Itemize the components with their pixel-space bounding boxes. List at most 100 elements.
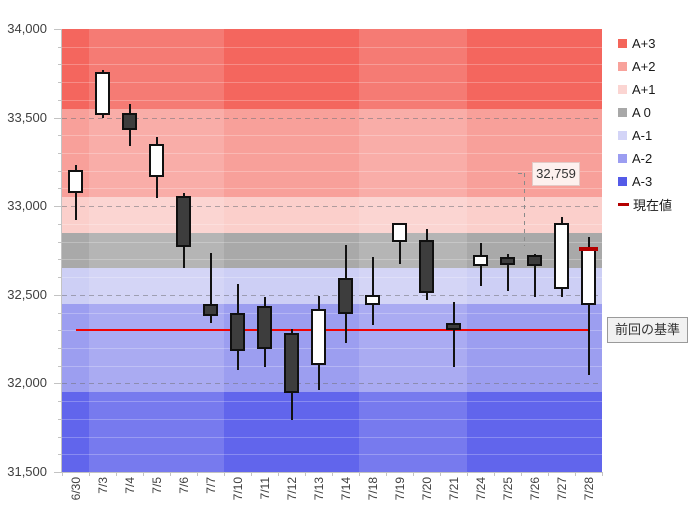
x-axis-label: 6/30 xyxy=(68,477,83,501)
minor-gridline xyxy=(62,259,602,261)
baseline-label: 前回の基準 xyxy=(607,317,688,343)
minor-gridline xyxy=(62,153,602,155)
candle-wick-6/30 xyxy=(74,165,77,221)
y-axis-label: 32,000 xyxy=(7,375,47,391)
x-tick xyxy=(278,472,279,476)
annotation-connector xyxy=(524,173,525,246)
candle-wick-7/18 xyxy=(371,256,374,325)
x-tick xyxy=(440,472,441,476)
major-gridline xyxy=(62,206,602,208)
minor-gridline xyxy=(62,347,602,349)
legend-swatch-icon xyxy=(618,154,627,163)
y-minor-tick xyxy=(58,312,61,314)
x-axis-label: 7/3 xyxy=(95,477,110,494)
legend-item-A+3: A+3 xyxy=(618,32,672,55)
y-minor-tick xyxy=(58,330,61,332)
candle-wick-7/21 xyxy=(452,301,455,368)
x-axis-label: 7/14 xyxy=(338,477,353,501)
band-a-3 xyxy=(62,392,602,472)
band-a-2 xyxy=(62,303,602,393)
x-axis-label: 7/18 xyxy=(365,477,380,501)
y-minor-tick xyxy=(58,401,61,403)
x-axis-label: 7/12 xyxy=(284,477,299,501)
legend-label: A+2 xyxy=(632,59,656,74)
y-minor-tick xyxy=(58,170,61,172)
legend-swatch-icon xyxy=(618,85,627,94)
y-major-tick xyxy=(54,472,61,473)
minor-gridline xyxy=(62,277,602,279)
candle-body-6/30 xyxy=(68,169,83,193)
x-axis-label: 7/4 xyxy=(122,477,137,494)
band-a+3 xyxy=(62,29,602,109)
legend-swatch-icon xyxy=(618,108,627,117)
legend-label: A-1 xyxy=(632,128,653,143)
x-axis-label: 7/19 xyxy=(392,477,407,501)
y-minor-tick xyxy=(58,223,61,225)
candle-body-7/19 xyxy=(392,223,407,242)
x-tick xyxy=(305,472,306,476)
y-minor-tick xyxy=(58,188,61,190)
candle-body-7/6 xyxy=(176,195,191,247)
minor-gridline xyxy=(62,170,602,172)
y-minor-tick xyxy=(58,259,61,261)
current-value-dash-icon xyxy=(618,203,629,206)
y-axis-label: 31,500 xyxy=(7,464,47,479)
week-stripe xyxy=(89,29,224,472)
y-minor-tick xyxy=(58,99,61,101)
x-axis-label: 7/26 xyxy=(527,477,542,501)
x-tick xyxy=(602,472,603,476)
y-major-tick xyxy=(54,29,61,30)
x-tick xyxy=(62,472,63,476)
candle-body-7/24 xyxy=(473,254,488,267)
x-tick xyxy=(521,472,522,476)
x-axis-label: 7/25 xyxy=(500,477,515,501)
band-a+1 xyxy=(62,197,602,233)
minor-gridline xyxy=(62,436,602,438)
x-axis-label: 7/6 xyxy=(176,477,191,494)
legend-label: A-2 xyxy=(632,151,653,166)
x-tick xyxy=(386,472,387,476)
candle-wick-7/25 xyxy=(506,254,509,292)
baseline-line xyxy=(75,329,589,332)
current-value-marker xyxy=(579,246,598,251)
y-minor-tick xyxy=(58,436,61,438)
legend-item-A0: A 0 xyxy=(618,101,672,124)
x-axis-label: 7/13 xyxy=(311,477,326,501)
x-tick xyxy=(332,472,333,476)
y-axis-line xyxy=(61,29,62,472)
week-stripe xyxy=(359,29,467,472)
x-axis-label: 7/10 xyxy=(230,477,245,501)
legend-label: A+3 xyxy=(632,36,656,51)
candle-body-7/3 xyxy=(95,72,110,115)
minor-gridline xyxy=(62,241,602,243)
x-axis-label: 7/7 xyxy=(203,477,218,494)
x-tick xyxy=(116,472,117,476)
legend: A+3 A+2 A+1 A 0 A-1 A-2 A-3 現在値 xyxy=(618,32,672,216)
candle-body-7/26 xyxy=(527,254,542,266)
y-minor-tick xyxy=(58,64,61,66)
legend-item-A-3: A-3 xyxy=(618,170,672,193)
y-major-tick xyxy=(54,117,61,119)
candle-body-7/21 xyxy=(446,323,461,331)
candle-body-7/5 xyxy=(149,144,164,177)
legend-swatch-icon xyxy=(618,131,627,140)
y-minor-tick xyxy=(58,241,61,243)
minor-gridline xyxy=(62,82,602,84)
legend-item-A-1: A-1 xyxy=(618,124,672,147)
x-axis-label: 7/21 xyxy=(446,477,461,501)
x-axis-label: 7/20 xyxy=(419,477,434,501)
x-tick xyxy=(575,472,576,476)
candle-body-7/7 xyxy=(203,303,218,317)
legend-swatch-icon xyxy=(618,39,627,48)
candle-wick-7/19 xyxy=(398,223,401,264)
candle-body-7/10 xyxy=(230,312,245,351)
x-tick xyxy=(89,472,90,476)
legend-label: A-3 xyxy=(632,174,653,189)
minor-gridline xyxy=(62,454,602,456)
candle-wick-7/7 xyxy=(209,253,212,324)
y-axis-label: 33,500 xyxy=(7,109,47,125)
current-value-annotation: 32,759 xyxy=(532,162,580,186)
minor-gridline xyxy=(62,46,602,48)
candle-body-7/11 xyxy=(257,306,272,349)
